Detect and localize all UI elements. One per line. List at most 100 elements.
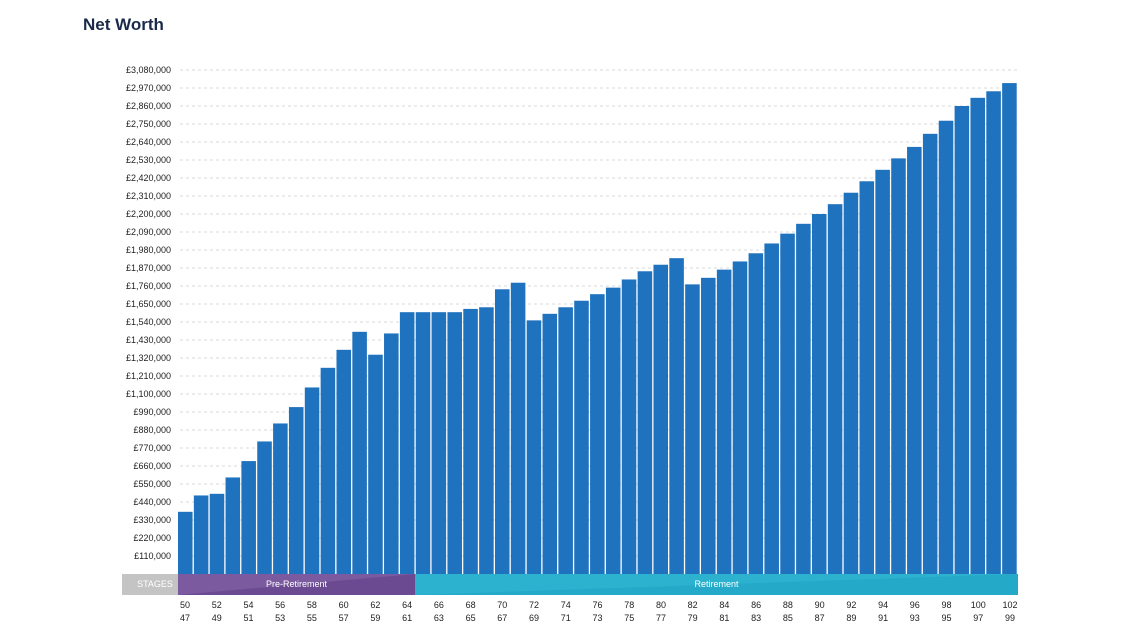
bar [605, 287, 621, 574]
x-tick-label-bottom: 61 [402, 613, 412, 623]
bar [209, 493, 225, 574]
bar [590, 294, 605, 574]
x-tick-label-top: 52 [212, 600, 222, 610]
y-tick-label: £2,420,000 [126, 173, 171, 183]
y-tick-label: £2,750,000 [126, 119, 171, 129]
bar [257, 441, 272, 574]
stage-label-pre-retirement: Pre-Retirement [266, 579, 328, 589]
bar [907, 146, 922, 574]
x-tick-label-bottom: 87 [815, 613, 825, 623]
bar [526, 320, 542, 574]
x-tick-label-top: 76 [592, 600, 602, 610]
y-tick-label: £1,430,000 [126, 335, 171, 345]
bar [399, 312, 415, 574]
stages-bar: STAGES Pre-Retirement Retirement [122, 574, 1018, 595]
bar [875, 169, 890, 574]
y-tick-label: £1,210,000 [126, 371, 171, 381]
y-tick-label: £2,970,000 [126, 83, 171, 93]
bar [843, 192, 859, 574]
bar [273, 423, 288, 574]
y-tick-label: £1,760,000 [126, 281, 171, 291]
bar [938, 120, 954, 575]
x-tick-label-top: 78 [624, 600, 634, 610]
bar [558, 307, 573, 574]
y-tick-label: £220,000 [133, 533, 171, 543]
x-tick-label-top: 54 [243, 600, 253, 610]
y-tick-label: £330,000 [133, 515, 171, 525]
x-tick-label-bottom: 89 [846, 613, 856, 623]
y-tick-label: £2,860,000 [126, 101, 171, 111]
bar [320, 367, 336, 574]
y-tick-label: £1,870,000 [126, 263, 171, 273]
x-tick-label-top: 68 [466, 600, 476, 610]
x-tick-label-bottom: 79 [688, 613, 698, 623]
stages-header [122, 574, 178, 595]
x-tick-label-top: 80 [656, 600, 666, 610]
bar [336, 349, 352, 574]
bar [431, 312, 447, 574]
bar [653, 264, 669, 574]
x-tick-label-bottom: 47 [180, 613, 190, 623]
x-tick-label-top: 94 [878, 600, 888, 610]
stage-retirement [415, 574, 1018, 595]
bar [225, 477, 241, 574]
x-tick-label-bottom: 71 [561, 613, 571, 623]
bar [669, 258, 684, 574]
bar [384, 333, 399, 574]
bar [510, 282, 526, 574]
y-tick-label: £1,650,000 [126, 299, 171, 309]
x-tick-label-bottom: 83 [751, 613, 761, 623]
y-tick-label: £660,000 [133, 461, 171, 471]
x-tick-label-bottom: 85 [783, 613, 793, 623]
y-tick-label: £2,200,000 [126, 209, 171, 219]
x-tick-label-top: 88 [783, 600, 793, 610]
x-tick-label-top: 62 [370, 600, 380, 610]
x-tick-label-bottom: 73 [592, 613, 602, 623]
x-tick-label-top: 72 [529, 600, 539, 610]
y-tick-label: £3,080,000 [126, 65, 171, 75]
bar [479, 307, 494, 574]
bar [780, 233, 795, 575]
y-tick-label: £880,000 [133, 425, 171, 435]
page-title: Net Worth [83, 15, 164, 34]
bar [463, 308, 478, 574]
x-tick-label-bottom: 93 [910, 613, 920, 623]
x-tick-label-bottom: 99 [1005, 613, 1015, 623]
x-tick-label-bottom: 69 [529, 613, 539, 623]
y-tick-label: £990,000 [133, 407, 171, 417]
y-tick-label: £110,000 [134, 551, 171, 561]
y-tick-label: £1,320,000 [126, 353, 171, 363]
bar [1002, 83, 1017, 574]
y-tick-label: £2,640,000 [126, 137, 171, 147]
y-tick-label: £2,530,000 [126, 155, 171, 165]
y-tick-label: £2,310,000 [126, 191, 171, 201]
bar [304, 387, 320, 574]
bar [368, 354, 383, 574]
x-tick-label-bottom: 91 [878, 613, 888, 623]
bar [637, 271, 653, 574]
x-tick-label-top: 74 [561, 600, 571, 610]
bar [986, 91, 1001, 574]
bar [241, 461, 256, 574]
bar [415, 312, 431, 574]
bar [859, 181, 875, 575]
x-tick-label-bottom: 75 [624, 613, 634, 623]
bar [178, 511, 193, 574]
x-tick-label-top: 50 [180, 600, 190, 610]
bar [827, 204, 843, 574]
y-tick-label: £440,000 [133, 497, 171, 507]
x-tick-label-top: 58 [307, 600, 317, 610]
bar [701, 277, 716, 574]
y-tick-label: £550,000 [133, 479, 171, 489]
bar [288, 407, 304, 574]
bars [178, 83, 1017, 575]
x-tick-label-top: 70 [497, 600, 507, 610]
y-tick-label: £1,100,000 [126, 389, 171, 399]
bar [621, 279, 637, 574]
x-tick-label-top: 92 [846, 600, 856, 610]
x-tick-label-top: 96 [910, 600, 920, 610]
bar [811, 214, 827, 574]
x-tick-label-bottom: 55 [307, 613, 317, 623]
y-tick-label: £770,000 [133, 443, 171, 453]
